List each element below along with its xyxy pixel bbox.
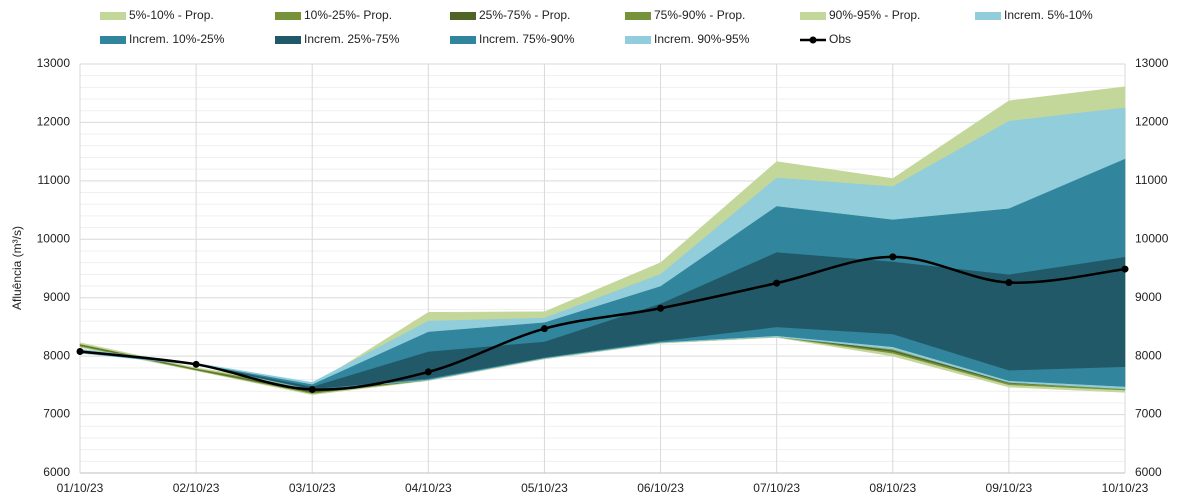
legend-label: 25%-75% - Prop.: [479, 8, 570, 22]
y2-tick-label: 13000: [1135, 56, 1169, 70]
legend-label: Increm. 5%-10%: [1004, 8, 1093, 22]
legend-label: 75%-90% - Prop.: [654, 8, 745, 22]
legend-label: 5%-10% - Prop.: [129, 8, 214, 22]
legend-swatch: [450, 12, 476, 20]
y-tick-label: 10000: [37, 231, 71, 245]
obs-point: [308, 385, 316, 393]
obs-point: [657, 304, 665, 312]
y-tick-label: 11000: [38, 173, 71, 187]
legend-label: Increm. 75%-90%: [479, 32, 575, 46]
y2-tick-label: 12000: [1135, 115, 1169, 129]
x-tick-label: 07/10/23: [753, 481, 800, 495]
legend-swatch: [275, 12, 301, 20]
legend-swatch: [275, 36, 301, 44]
y-tick-label: 7000: [43, 407, 70, 421]
y2-tick-label: 9000: [1135, 290, 1162, 304]
legend-label: 90%-95% - Prop.: [829, 8, 920, 22]
y-tick-label: 8000: [43, 348, 70, 362]
x-tick-label: 04/10/23: [405, 481, 452, 495]
legend-swatch: [100, 12, 126, 20]
y2-tick-label: 11000: [1135, 173, 1168, 187]
obs-point: [540, 325, 548, 333]
x-tick-label: 10/10/23: [1102, 481, 1149, 495]
legend-swatch: [100, 36, 126, 44]
obs-point: [76, 347, 84, 355]
x-tick-label: 02/10/23: [173, 481, 220, 495]
legend-label: Increm. 90%-95%: [654, 32, 750, 46]
legend-label: Increm. 25%-75%: [304, 32, 400, 46]
x-tick-label: 01/10/23: [57, 481, 104, 495]
legend-swatch: [800, 12, 826, 20]
y2-tick-label: 10000: [1135, 231, 1169, 245]
legend-label: 10%-25%- Prop.: [304, 8, 392, 22]
legend-swatch: [625, 12, 651, 20]
obs-point: [773, 279, 781, 287]
y-tick-label: 12000: [37, 115, 71, 129]
legend-swatch: [975, 12, 1001, 20]
obs-point: [1005, 279, 1013, 287]
x-tick-label: 03/10/23: [289, 481, 336, 495]
y2-tick-label: 8000: [1135, 348, 1162, 362]
x-tick-label: 09/10/23: [986, 481, 1033, 495]
y-tick-label: 9000: [43, 290, 70, 304]
legend-swatch: [625, 36, 651, 44]
obs-point: [889, 253, 897, 261]
obs-line: [79, 255, 1126, 391]
x-tick-label: 08/10/23: [869, 481, 916, 495]
legend-label: Obs: [829, 32, 851, 46]
legend-swatch-dot: [809, 36, 817, 44]
y2-tick-label: 6000: [1135, 465, 1162, 479]
legend-swatch: [450, 36, 476, 44]
obs-point: [424, 368, 432, 376]
y-tick-label: 6000: [43, 465, 70, 479]
legend-label: Increm. 10%-25%: [129, 32, 225, 46]
y2-tick-label: 7000: [1135, 407, 1162, 421]
y-axis-label: Afluência (m³/s): [10, 226, 24, 310]
x-tick-label: 05/10/23: [521, 481, 568, 495]
band-area: [79, 107, 1126, 385]
x-tick-label: 06/10/23: [637, 481, 684, 495]
obs-point: [192, 360, 200, 368]
y-tick-label: 13000: [37, 56, 71, 70]
obs-point: [1121, 265, 1129, 273]
